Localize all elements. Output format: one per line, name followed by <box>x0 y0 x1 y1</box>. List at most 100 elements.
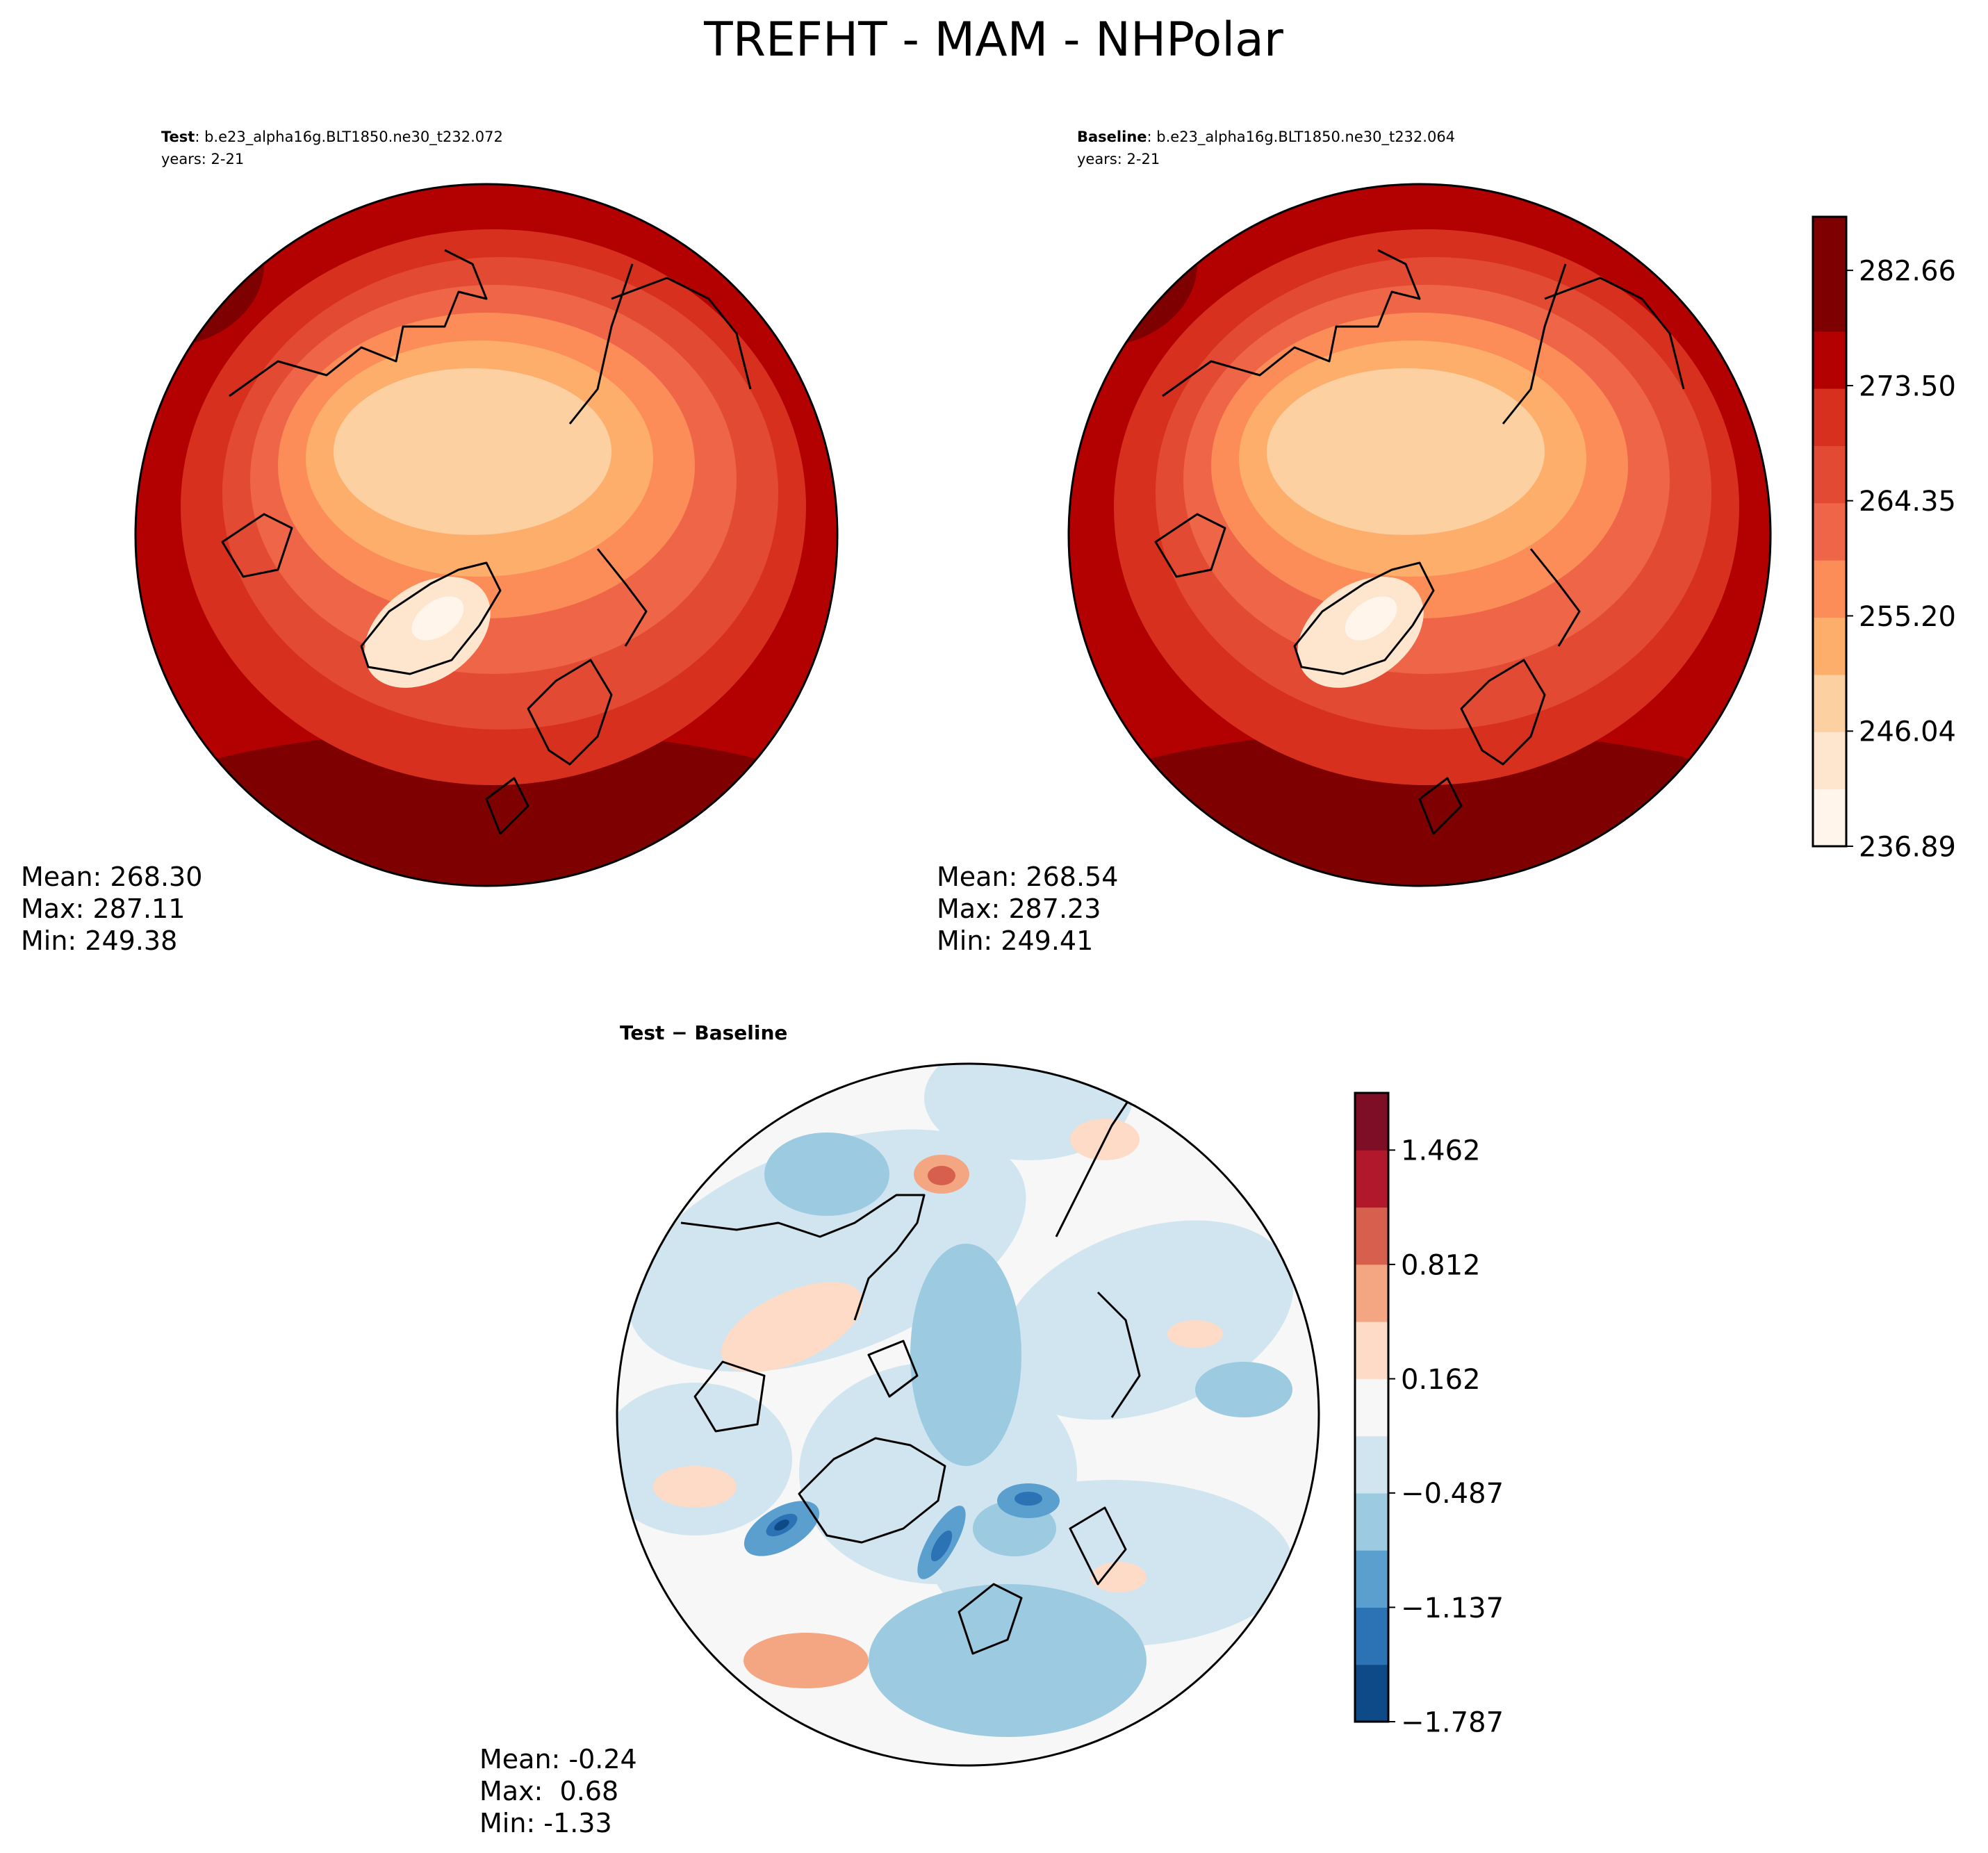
baseline-max: Max: 287.23 <box>937 893 1101 924</box>
colorbar-tick-label: 255.20 <box>1859 601 1956 633</box>
test-panel: Test: b.e23_alpha16g.BLT1850.ne30_t232.0… <box>21 129 839 956</box>
colorbar-segment <box>1813 789 1846 847</box>
colorbar-tick-label: −1.787 <box>1401 1706 1504 1738</box>
coastline <box>867 1340 919 1398</box>
coastline <box>1162 249 1421 397</box>
coastline <box>485 777 529 835</box>
coastline <box>1293 561 1435 675</box>
difference-colorbar: −1.787 −1.137 −0.487 0.162 0.812 1.462 <box>1354 1092 1504 1738</box>
test-label: Test <box>161 129 195 145</box>
temperature-band <box>135 730 837 886</box>
baseline-years: years: 2-21 <box>1077 151 1160 167</box>
colorbar-segment <box>1813 388 1846 446</box>
colorbar-tick-label: −1.137 <box>1401 1592 1504 1624</box>
test-max: Max: 287.11 <box>21 893 185 924</box>
coastline <box>1529 548 1581 647</box>
colorbar-segment <box>1355 1321 1388 1379</box>
difference-region <box>1167 1320 1223 1348</box>
colorbar-segment <box>1813 732 1846 790</box>
test-map-frame <box>134 183 839 887</box>
difference-region <box>764 1133 889 1216</box>
test-map <box>135 184 837 886</box>
coastline <box>527 659 613 766</box>
colorbar-segment <box>1813 502 1846 561</box>
svg-text:Baseline: b.e23_alpha16g.BLT18: Baseline: b.e23_alpha16g.BLT1850.ne30_t2… <box>1077 129 1455 146</box>
test-years: years: 2-21 <box>161 151 244 167</box>
colorbar-tick-label: 273.50 <box>1859 370 1956 402</box>
colorbar-segment <box>1355 1492 1388 1551</box>
colorbar-frame <box>1354 1092 1390 1723</box>
colorbar-segment <box>1813 445 1846 504</box>
colorbar-tick-label: 236.89 <box>1859 831 1956 863</box>
difference-max: Max: 0.68 <box>479 1776 618 1806</box>
difference-region <box>653 1466 737 1508</box>
temperature-colorbar: 236.89 246.04 255.20 264.35 273.50 282.66 <box>1812 215 1956 863</box>
difference-region <box>721 1282 863 1372</box>
test-case-name: : b.e23_alpha16g.BLT1850.ne30_t232.072 <box>195 129 503 146</box>
colorbar-segment <box>1813 560 1846 618</box>
difference-region <box>930 1530 953 1562</box>
colorbar-segment <box>1813 217 1846 274</box>
temperature-band <box>1345 596 1397 641</box>
temperature-band <box>1267 368 1545 535</box>
colorbar-segment <box>1355 1264 1388 1322</box>
difference-map <box>617 1064 1319 1765</box>
coastline <box>1460 659 1546 766</box>
colorbar-segment <box>1813 674 1846 732</box>
difference-region <box>928 1166 955 1185</box>
difference-region <box>744 1633 869 1688</box>
test-mean: Mean: 268.30 <box>21 862 202 892</box>
baseline-case-name: : b.e23_alpha16g.BLT1850.ne30_t232.064 <box>1147 129 1456 146</box>
baseline-map-frame <box>1067 183 1772 887</box>
difference-min: Min: -1.33 <box>479 1808 612 1838</box>
coastline <box>798 1437 946 1544</box>
baseline-min: Min: 249.41 <box>937 925 1093 956</box>
svg-text:Test: b.e23_alpha16g.BLT1850.n: Test: b.e23_alpha16g.BLT1850.ne30_t232.0… <box>161 129 503 146</box>
coastline <box>360 561 502 675</box>
coastline <box>229 249 488 397</box>
colorbar-segment <box>1355 1207 1388 1265</box>
colorbar-segment <box>1355 1607 1388 1665</box>
difference-region <box>910 1244 1021 1466</box>
coastline <box>693 1360 766 1433</box>
temperature-band <box>1069 730 1771 886</box>
coastline <box>1069 1506 1127 1586</box>
temperature-band <box>334 368 611 535</box>
colorbar-segment <box>1355 1378 1388 1437</box>
baseline-mean: Mean: 268.54 <box>937 862 1118 892</box>
coastline <box>1096 1291 1141 1418</box>
colorbar-tick-label: 0.162 <box>1401 1364 1481 1396</box>
colorbar-tick-label: 0.812 <box>1401 1249 1481 1281</box>
colorbar-tick-label: 282.66 <box>1859 256 1956 288</box>
difference-region <box>617 1383 792 1535</box>
difference-region <box>1195 1362 1292 1417</box>
colorbar-segment <box>1355 1150 1388 1208</box>
difference-region <box>1091 1562 1147 1592</box>
difference-title: Test − Baseline <box>620 1021 787 1044</box>
coastline <box>611 277 752 390</box>
difference-region <box>1014 1492 1042 1506</box>
coastline <box>680 1194 926 1321</box>
temperature-band <box>1069 184 1197 347</box>
coastline <box>596 548 648 647</box>
coastline <box>1154 513 1226 578</box>
coastline <box>1544 277 1685 390</box>
coastline <box>958 1583 1023 1655</box>
colorbar-tick-label: 246.04 <box>1859 716 1956 748</box>
colorbar-tick-label: 1.462 <box>1401 1135 1481 1167</box>
colorbar-segment <box>1813 617 1846 675</box>
coastline <box>221 513 293 578</box>
baseline-map <box>1069 184 1771 886</box>
temperature-band <box>135 184 264 347</box>
colorbar-tick-label: −0.487 <box>1401 1478 1504 1510</box>
test-min: Min: 249.38 <box>21 925 177 956</box>
colorbar-frame <box>1812 215 1848 848</box>
baseline-label: Baseline <box>1077 129 1147 145</box>
colorbar-segment <box>1355 1435 1388 1494</box>
temperature-band <box>411 596 464 641</box>
baseline-panel: Baseline: b.e23_alpha16g.BLT1850.ne30_t2… <box>937 129 1772 956</box>
colorbar-segment <box>1355 1550 1388 1608</box>
figure-title: TREFHT - MAM - NHPolar <box>703 13 1283 67</box>
difference-region <box>774 1520 789 1531</box>
